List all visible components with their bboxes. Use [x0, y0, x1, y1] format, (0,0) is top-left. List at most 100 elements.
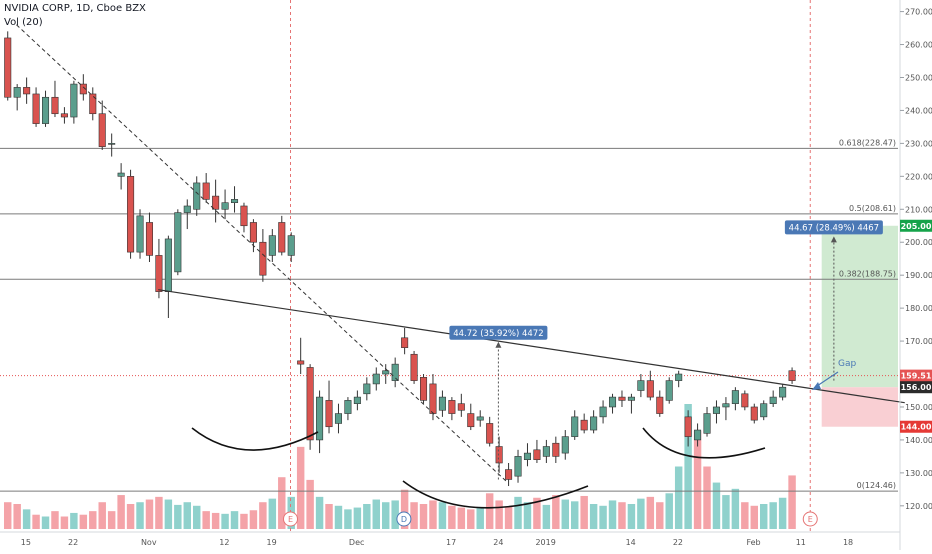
volume-bar: [504, 506, 513, 529]
candle-up: [731, 390, 739, 404]
price-tick-label: 120.00: [905, 502, 932, 511]
volume-bar: [533, 497, 541, 529]
candle-down: [249, 222, 257, 243]
candle-down: [145, 222, 153, 256]
volume-bar: [495, 500, 503, 529]
candle-up: [136, 215, 144, 253]
price-tick-label: 250.00: [905, 73, 932, 82]
right-shoulder-curve: [642, 427, 766, 459]
candle-up: [760, 403, 768, 418]
time-tick-label: Feb: [746, 538, 760, 547]
volume-bar: [618, 502, 626, 529]
candle-up: [287, 235, 295, 256]
candle-up: [221, 202, 229, 210]
volume-bar: [476, 507, 484, 529]
volume-bar: [183, 502, 191, 529]
volume-indicator-label[interactable]: Vol (20): [4, 17, 43, 28]
price-tag-label: 156.00: [901, 383, 932, 392]
time-tick-label: 17: [446, 538, 456, 547]
price-tag-label: 159.51: [901, 372, 932, 381]
dividend-marker-circle: [396, 511, 412, 527]
candle-up: [117, 172, 125, 177]
candle-up: [438, 396, 446, 411]
price-tick-label: 130.00: [905, 469, 932, 478]
volume-bar: [712, 482, 721, 529]
earnings-marker-label: E: [808, 515, 813, 524]
volume-bar: [608, 500, 617, 529]
volume-bar: [741, 502, 749, 529]
volume-bar: [164, 499, 173, 529]
dividend-marker-label: D: [401, 515, 407, 524]
measure-arrow: [830, 236, 837, 243]
candle-up: [665, 380, 673, 401]
candle-up: [193, 182, 201, 210]
candle-up: [627, 396, 635, 401]
volume-bar: [353, 507, 362, 529]
candle-down: [429, 383, 437, 414]
volume-bar: [788, 475, 796, 529]
time-axis: 15 22 Nov 12 19 Dec 17 24 2019 14 22 Feb 11 18: [0, 531, 900, 547]
candle-up: [382, 370, 390, 375]
time-tick-label: 18: [843, 538, 853, 547]
pattern-drawings: [191, 427, 766, 509]
volume-bar: [41, 516, 50, 529]
volume-bar: [419, 504, 428, 529]
time-tick-label: Dec: [349, 538, 364, 547]
time-tick-label: Nov: [141, 538, 157, 547]
candle-up: [13, 87, 21, 98]
volume-bar: [230, 511, 239, 529]
neckline-trendline: [158, 289, 905, 404]
earnings-marker-circle: [802, 511, 818, 527]
candle-down: [467, 413, 475, 428]
volume-bar: [571, 501, 579, 529]
volume-bar: [60, 516, 69, 529]
volume-bar: [665, 493, 673, 529]
measurements: 44.72 (35.92%) 4472 44.67 (28.49%) 4467: [449, 220, 883, 480]
fib-level-label: 0(124.46): [857, 481, 896, 490]
volume-bar: [372, 499, 380, 529]
volume-bar: [646, 496, 655, 529]
candle-down: [32, 93, 40, 124]
candle-up: [694, 429, 702, 441]
fib-level-label: 0.618(228.47): [839, 138, 896, 147]
volume-bar: [382, 502, 390, 529]
candle-up: [514, 456, 522, 477]
trendlines: [16, 24, 905, 484]
candle-up: [542, 446, 550, 457]
time-tick-label: 22: [673, 538, 683, 547]
candle-down: [127, 176, 135, 253]
candle-down: [240, 205, 248, 227]
candle-down: [457, 403, 465, 411]
volume-bar: [722, 495, 730, 529]
candle-down: [259, 241, 267, 276]
gap-annotation: Gap: [838, 359, 856, 369]
volume-bar: [514, 496, 522, 529]
time-tick-label: 24: [493, 538, 503, 547]
candles: [4, 31, 796, 487]
volume-bar: [731, 488, 740, 529]
volume-bar: [656, 502, 664, 529]
volume-bar: [485, 493, 494, 529]
candle-down: [419, 377, 428, 401]
price-tick-label: 260.00: [905, 41, 932, 50]
volume-bar: [51, 511, 59, 529]
candle-up: [164, 238, 172, 292]
candle-down: [533, 449, 541, 460]
fib-level-label: 0.5(208.61): [849, 204, 896, 213]
candle-up: [316, 396, 324, 441]
volume-bar: [599, 505, 607, 529]
candle-up: [637, 380, 645, 391]
volume-bar: [13, 504, 21, 529]
candle-up: [722, 403, 730, 408]
candle-up: [523, 452, 531, 460]
candle-down: [684, 416, 692, 437]
price-tags[interactable]: 205.00 159.51 156.00 144.00: [900, 219, 932, 433]
volume-bar: [457, 507, 466, 529]
price-tag-level: [900, 381, 932, 394]
candle-down: [552, 442, 560, 457]
candle-up: [571, 416, 579, 437]
chart-title: NVIDIA CORP, 1D, Cboe BZX: [4, 3, 146, 14]
